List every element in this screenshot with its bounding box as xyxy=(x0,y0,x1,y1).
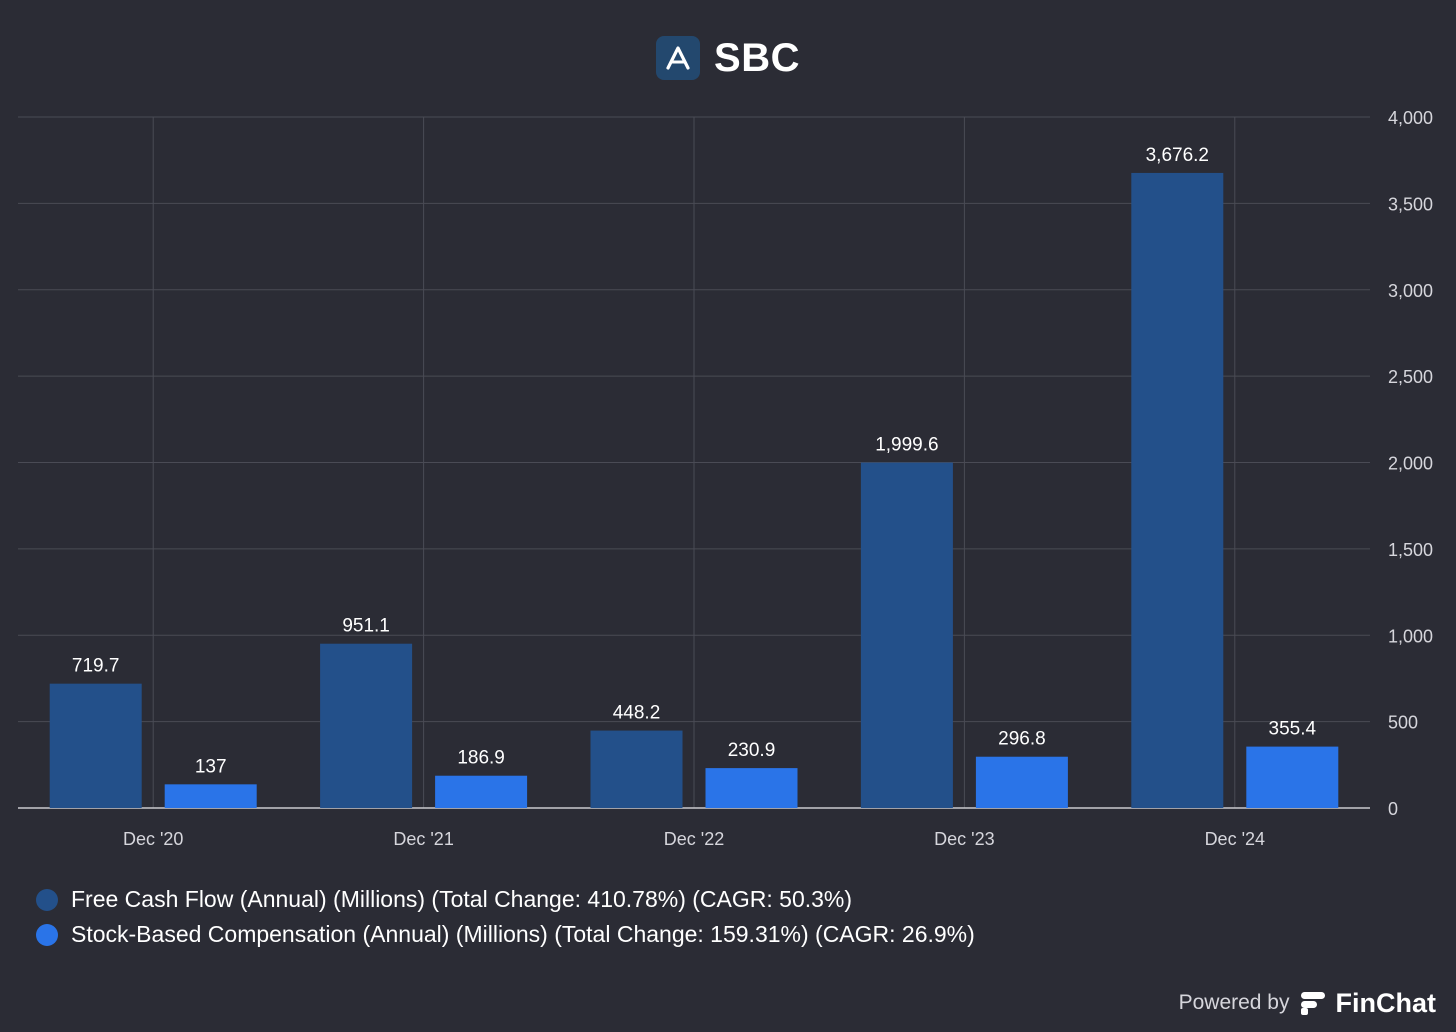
data-label: 951.1 xyxy=(342,616,390,637)
powered-by-text: Powered by xyxy=(1178,991,1290,1014)
x-tick-label: Dec '23 xyxy=(934,829,994,849)
data-label: 448.2 xyxy=(613,703,661,724)
data-label: 1,999.6 xyxy=(875,435,938,456)
x-tick-label: Dec '24 xyxy=(1205,829,1265,849)
finchat-brand-name: FinChat xyxy=(1335,987,1437,1018)
company-logo-icon xyxy=(656,36,701,80)
bar xyxy=(320,643,413,808)
legend-item-free-cash-flow[interactable]: Free Cash Flow (Annual) (Millions) (Tota… xyxy=(36,882,975,917)
y-tick-label: 1,000 xyxy=(1388,626,1433,646)
bar xyxy=(49,683,142,808)
finchat-logo-icon xyxy=(1300,992,1325,1015)
data-label: 3,676.2 xyxy=(1146,145,1209,166)
data-label: 719.7 xyxy=(72,656,120,677)
chart-legend: Free Cash Flow (Annual) (Millions) (Tota… xyxy=(36,882,975,952)
data-label: 355.4 xyxy=(1269,719,1317,740)
y-tick-label: 3,000 xyxy=(1388,281,1433,301)
y-tick-label: 3,500 xyxy=(1388,194,1433,214)
bar xyxy=(1246,746,1339,808)
chart-header: SBC xyxy=(0,30,1456,86)
data-label: 186.9 xyxy=(457,748,505,769)
legend-label-stock-based-compensation: Stock-Based Compensation (Annual) (Milli… xyxy=(71,921,975,947)
y-tick-label: 2,500 xyxy=(1388,367,1433,387)
powered-by-finchat[interactable]: Powered by FinChat xyxy=(1179,983,1436,1023)
data-label: 230.9 xyxy=(728,740,776,761)
x-tick-label: Dec '21 xyxy=(393,829,453,849)
bar xyxy=(435,775,528,808)
bar xyxy=(590,730,683,808)
y-tick-label: 2,000 xyxy=(1388,454,1433,474)
bar xyxy=(975,756,1068,808)
data-label: 137 xyxy=(195,756,227,777)
legend-item-stock-based-compensation[interactable]: Stock-Based Compensation (Annual) (Milli… xyxy=(36,917,975,952)
legend-label-free-cash-flow: Free Cash Flow (Annual) (Millions) (Tota… xyxy=(71,886,853,912)
y-tick-label: 500 xyxy=(1388,713,1418,733)
legend-dot-free-cash-flow xyxy=(36,888,58,911)
x-tick-label: Dec '22 xyxy=(664,829,724,849)
chart-title: SBC xyxy=(714,35,800,80)
bar xyxy=(164,784,257,808)
y-tick-label: 4,000 xyxy=(1388,108,1433,128)
data-label: 296.8 xyxy=(998,729,1046,750)
y-tick-label: 0 xyxy=(1388,799,1398,819)
bar xyxy=(705,768,798,808)
y-tick-label: 1,500 xyxy=(1388,540,1433,560)
x-tick-label: Dec '20 xyxy=(123,829,183,849)
bar xyxy=(860,462,953,808)
bar xyxy=(1131,172,1224,808)
legend-dot-stock-based-compensation xyxy=(36,923,58,946)
